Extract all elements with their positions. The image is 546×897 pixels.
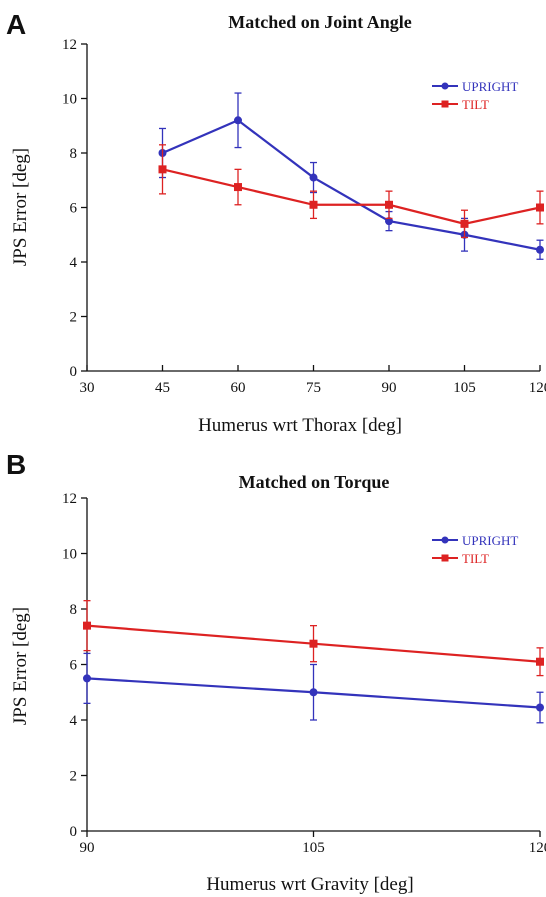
- x-tick-label-b: 105: [302, 840, 325, 856]
- data-point-tilt-a: [234, 183, 242, 192]
- series-line-upright-a: [162, 119, 541, 251]
- y-tick-label-a: 10: [62, 92, 77, 108]
- legend-marker-tilt-b: [441, 554, 449, 562]
- x-tick-label-b: 90: [80, 840, 95, 856]
- y-tick-label-a: 8: [70, 146, 78, 162]
- data-point-tilt-b: [83, 621, 91, 630]
- y-tick-label-a: 2: [70, 310, 78, 326]
- y-tick-label-b: 4: [70, 713, 78, 729]
- legend-marker-upright-a: [441, 82, 449, 90]
- data-point-tilt-a: [536, 203, 544, 212]
- data-point-upright-b: [83, 674, 91, 683]
- chart-title-a: Matched on Joint Angle: [228, 12, 412, 32]
- y-tick-label-a: 4: [70, 255, 78, 271]
- data-point-tilt-b: [536, 657, 544, 666]
- y-tick-label-b: 6: [70, 658, 78, 674]
- x-tick-label-a: 45: [155, 380, 170, 396]
- legend-marker-tilt-a: [441, 100, 449, 108]
- y-tick-label-a: 0: [70, 364, 78, 380]
- panel-b: B Matched on Torque Humerus wrt Gravity …: [6, 449, 546, 895]
- x-tick-label-a: 90: [382, 380, 397, 396]
- legend-label-tilt-a: TILT: [462, 97, 489, 112]
- x-axis-label-a: Humerus wrt Thorax [deg]: [198, 415, 402, 436]
- y-axis-label-b: JPS Error [deg]: [10, 607, 31, 725]
- data-point-upright-a: [536, 245, 544, 254]
- panel-letter-a: A: [6, 9, 26, 40]
- legend-marker-upright-b: [441, 536, 449, 544]
- x-axis-label-b: Humerus wrt Gravity [deg]: [206, 874, 413, 895]
- legend-label-tilt-b: TILT: [462, 551, 489, 566]
- panel-a: A Matched on Joint Angle Humerus wrt Tho…: [6, 9, 546, 436]
- y-axis-label-a: JPS Error [deg]: [10, 148, 31, 266]
- y-tick-label-a: 6: [70, 201, 78, 217]
- data-point-tilt-a: [460, 219, 469, 228]
- x-tick-label-a: 75: [306, 380, 321, 396]
- x-tick-label-a: 105: [453, 380, 476, 396]
- x-tick-label-a: 120: [529, 380, 546, 396]
- data-point-upright-b: [309, 688, 318, 697]
- y-tick-label-a: 12: [62, 37, 77, 53]
- legend-label-upright-a: UPRIGHT: [462, 79, 518, 94]
- y-tick-label-b: 12: [62, 491, 77, 507]
- legend-label-upright-b: UPRIGHT: [462, 533, 518, 548]
- data-point-upright-b: [536, 703, 544, 712]
- series-line-tilt-a: [162, 168, 541, 225]
- data-point-tilt-a: [158, 165, 167, 174]
- y-tick-label-b: 2: [70, 769, 78, 785]
- data-point-upright-a: [309, 173, 318, 182]
- data-point-tilt-b: [309, 639, 318, 648]
- x-tick-label-a: 30: [80, 380, 95, 396]
- data-point-tilt-a: [309, 200, 318, 209]
- chart-title-b: Matched on Torque: [239, 472, 390, 492]
- x-tick-label-a: 60: [231, 380, 246, 396]
- y-tick-label-b: 10: [62, 547, 77, 563]
- panel-letter-b: B: [6, 449, 26, 480]
- data-point-upright-a: [385, 217, 393, 226]
- data-point-upright-a: [234, 116, 242, 125]
- y-tick-label-b: 0: [70, 824, 78, 840]
- x-tick-label-b: 120: [529, 840, 546, 856]
- data-point-tilt-a: [385, 200, 393, 209]
- y-tick-label-b: 8: [70, 602, 78, 618]
